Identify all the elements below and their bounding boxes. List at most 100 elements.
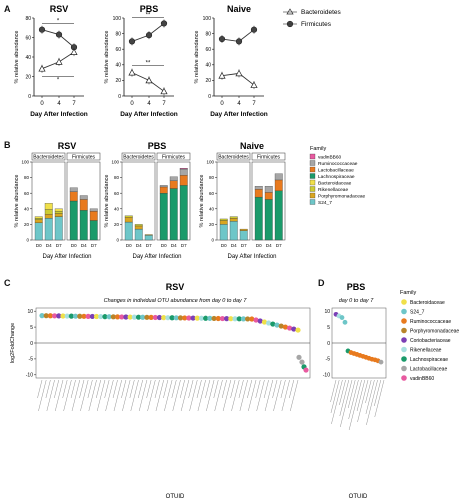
bar-segment-lachnospiraceae xyxy=(159,193,168,241)
x-axis-label: Day After Infection xyxy=(42,254,91,260)
otu-tick-label-mark xyxy=(45,379,51,399)
x-tick-label: 7 xyxy=(72,101,76,107)
otu-point xyxy=(114,314,121,320)
group-header xyxy=(121,152,156,161)
y-tick-label: 40 xyxy=(114,206,120,211)
bar-segment-lactobacillaceae xyxy=(254,189,263,198)
legend-label: Coriobacteriaceae xyxy=(410,338,451,344)
otu-tick-label-mark xyxy=(273,379,282,412)
legend-label: Ruminococcaceae xyxy=(318,161,358,167)
bacteroidetes-point xyxy=(235,69,243,77)
otu-tick-label-mark xyxy=(138,379,148,412)
otu-point xyxy=(291,326,297,332)
x-tick-label: 0 xyxy=(220,101,224,107)
group-header xyxy=(66,152,101,161)
bar-segment-lachnospiraceae xyxy=(79,210,88,241)
y-tick-label: 20 xyxy=(25,74,31,80)
bacteroidetes-point xyxy=(218,71,226,79)
y-tick-label: 5 xyxy=(327,325,330,331)
otu-tick-label-mark xyxy=(248,379,257,412)
otu-point xyxy=(161,315,167,321)
otu-point xyxy=(194,315,200,321)
group-header xyxy=(251,152,286,161)
y-tick-label: 10 xyxy=(324,309,330,315)
y-tick-label: 0 xyxy=(208,94,211,100)
y-axis-label: % relative abundance xyxy=(14,175,20,228)
otu-tick-label-mark xyxy=(96,379,101,399)
otu-tick-label-mark xyxy=(365,379,372,404)
otu-tick-label-mark xyxy=(122,379,131,412)
x-axis-label: Day After Infection xyxy=(227,254,276,260)
otu-tick-label-mark xyxy=(62,379,68,399)
otu-point xyxy=(39,313,45,319)
y-axis-label: % relative abundance xyxy=(104,175,110,228)
x-tick-label: D7 xyxy=(181,243,187,248)
y-tick-label: 10 xyxy=(27,309,33,315)
otu-tick-label-mark xyxy=(196,379,202,399)
chart-title: RSV xyxy=(50,4,69,14)
firmicutes-point xyxy=(250,26,258,33)
chart-title: Naive xyxy=(240,141,264,151)
otu-point xyxy=(60,313,66,319)
panel-label-c: C xyxy=(4,278,11,288)
firmicutes-point xyxy=(235,38,243,45)
otu-tick-label-mark xyxy=(339,379,349,417)
otu-point xyxy=(93,313,100,320)
significance-marker: ** xyxy=(146,61,151,67)
otu-tick-label-mark xyxy=(188,379,194,399)
group-header-label: Bacteroidetes xyxy=(218,155,249,161)
chart-title: PBS xyxy=(347,282,366,292)
legend-firmicutes-label: Firmicutes xyxy=(301,21,332,28)
bar-segment-lachnospiraceae xyxy=(274,190,283,241)
otu-point xyxy=(177,315,184,321)
group-header-label: Firmicutes xyxy=(72,155,96,161)
otu-tick-label-mark xyxy=(230,379,236,399)
otu-tick-label-mark xyxy=(154,379,160,399)
legend-label: S24_7 xyxy=(410,309,425,315)
otu-point xyxy=(72,313,79,319)
bar-segment-lactobacillaceae xyxy=(69,191,78,202)
bacteroidetes-point xyxy=(160,87,168,95)
bacteroidetes-point xyxy=(145,76,153,84)
otu-tick-label-mark xyxy=(63,379,72,412)
x-tick-label: D4 xyxy=(136,243,142,248)
legend-label: Bacteroidaceae xyxy=(410,300,445,306)
otu-point xyxy=(203,315,209,321)
bar-segment-porphyromonadaceae xyxy=(144,234,153,236)
group-header-label: Firmicutes xyxy=(162,155,186,161)
y-tick-label: 0 xyxy=(28,94,31,100)
panel-label-a: A xyxy=(4,4,11,14)
bar-segment-porphyromonadaceae xyxy=(229,218,238,222)
otu-point xyxy=(266,320,272,326)
x-axis-label: Day After Infection xyxy=(132,254,181,260)
bar-segment-s24_7 xyxy=(44,218,53,241)
x-axis-label: Day After Infection xyxy=(210,111,268,118)
bacteroidetes-point xyxy=(55,58,63,65)
otu-tick-label-mark xyxy=(331,379,343,425)
bar-segment-bacteroidaceae xyxy=(54,208,63,212)
bar-segment-lactobacillaceae xyxy=(274,179,283,192)
otu-tick-label-mark xyxy=(221,379,227,399)
otu-tick-label-mark xyxy=(339,379,346,406)
otu-point xyxy=(198,315,205,321)
firmicutes-point xyxy=(128,38,136,45)
legend-swatch xyxy=(401,308,407,315)
otu-point xyxy=(68,313,74,319)
group-header xyxy=(156,152,191,161)
x-tick-label: D0 xyxy=(161,243,167,248)
otu-point xyxy=(282,324,289,330)
otu-point xyxy=(89,313,95,320)
otu-point xyxy=(131,314,137,320)
otu-point xyxy=(211,315,217,322)
otu-point xyxy=(240,316,247,322)
otu-point xyxy=(232,316,238,322)
legend-label: Lachnospiraceae xyxy=(410,357,448,363)
legend-swatch xyxy=(401,375,407,381)
x-axis-label: Day After Infection xyxy=(120,111,178,118)
otu-point xyxy=(173,315,179,321)
x-tick-label: 4 xyxy=(57,101,61,107)
bar-segment-ruminococcaceae xyxy=(159,185,168,188)
otu-tick-label-mark xyxy=(138,379,143,399)
y-axis-label: % relative abundance xyxy=(199,175,205,228)
